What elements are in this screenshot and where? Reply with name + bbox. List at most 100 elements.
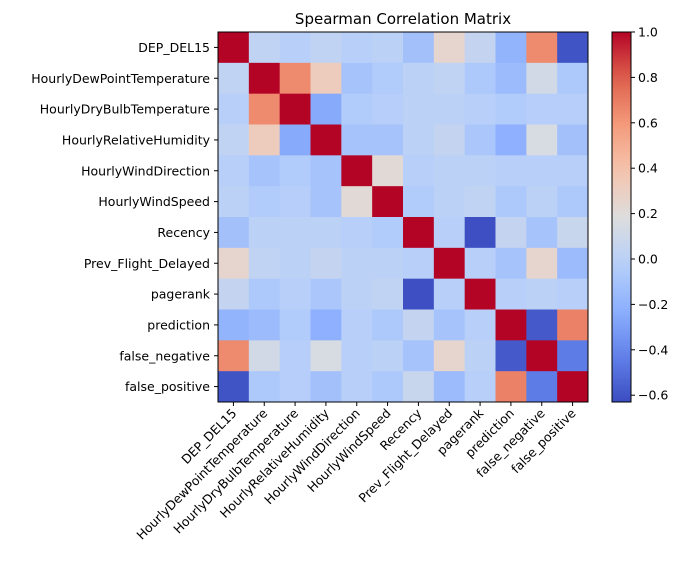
heatmap-cell: [248, 155, 281, 187]
heatmap-cell: [248, 247, 281, 280]
colorbar-tick-label: −0.6: [638, 388, 668, 403]
heatmap-cell: [218, 186, 250, 218]
heatmap-cell: [279, 340, 311, 372]
heatmap-cell: [372, 62, 404, 95]
heatmap-cell: [248, 309, 281, 341]
heatmap-cell: [279, 217, 311, 249]
heatmap-cell: [310, 278, 342, 310]
heatmap-cell: [526, 278, 558, 310]
heatmap-cell: [557, 371, 589, 403]
colorbar-tick-label: −0.4: [638, 342, 668, 357]
y-tick-label: false_positive: [125, 379, 210, 394]
heatmap-cell: [341, 186, 373, 218]
heatmap-cell: [279, 32, 311, 64]
heatmap-cell: [403, 371, 435, 403]
heatmap-cell: [341, 340, 373, 372]
heatmap-cell: [526, 155, 558, 187]
heatmap-cells: [218, 32, 589, 403]
heatmap-cell: [526, 217, 558, 249]
heatmap-cell: [341, 278, 373, 310]
heatmap-cell: [557, 217, 589, 249]
colorbar-tick-label: −0.2: [638, 297, 668, 312]
heatmap-cell: [372, 340, 404, 372]
heatmap-cell: [433, 371, 466, 403]
colorbar-tick-label: 1.0: [638, 25, 658, 40]
heatmap-cell: [218, 32, 250, 64]
heatmap-cell: [341, 62, 373, 95]
heatmap-cell: [403, 32, 435, 64]
heatmap-cell: [495, 62, 527, 95]
heatmap-cell: [495, 93, 527, 125]
heatmap-cell: [218, 217, 250, 249]
heatmap-cell: [248, 62, 281, 95]
y-tick-label: HourlyDewPointTemperature: [31, 71, 210, 86]
heatmap-cell: [310, 247, 342, 280]
y-tick-label: pagerank: [151, 287, 211, 302]
heatmap-cell: [279, 93, 311, 125]
heatmap-cell: [557, 247, 589, 280]
heatmap-cell: [248, 340, 281, 372]
chart-title: Spearman Correlation Matrix: [295, 10, 511, 28]
heatmap-cell: [310, 309, 342, 341]
y-tick-label: HourlyWindSpeed: [98, 194, 210, 209]
y-tick-label: HourlyRelativeHumidity: [62, 132, 211, 147]
heatmap-cell: [495, 217, 527, 249]
heatmap-cell: [526, 32, 558, 64]
heatmap-cell: [341, 217, 373, 249]
heatmap-cell: [218, 155, 250, 187]
heatmap-cell: [341, 93, 373, 125]
heatmap-cell: [433, 309, 466, 341]
heatmap-cell: [495, 124, 527, 156]
heatmap-cell: [403, 155, 435, 187]
y-tick-label: Prev_Flight_Delayed: [84, 256, 210, 271]
heatmap-cell: [433, 278, 466, 310]
heatmap-cell: [403, 217, 435, 249]
heatmap-cell: [279, 124, 311, 156]
heatmap-cell: [557, 62, 589, 95]
colorbar-tick-label: 0.2: [638, 206, 658, 221]
heatmap-cell: [433, 32, 466, 64]
heatmap-cell: [526, 340, 558, 372]
heatmap-cell: [526, 62, 558, 95]
heatmap-cell: [557, 124, 589, 156]
y-tick-label: false_negative: [119, 348, 210, 363]
heatmap-cell: [218, 93, 250, 125]
heatmap-cell: [310, 124, 342, 156]
colorbar-tick-label: 0.0: [638, 251, 658, 266]
heatmap-cell: [403, 124, 435, 156]
heatmap-cell: [279, 371, 311, 403]
heatmap-cell: [248, 32, 281, 64]
heatmap-cell: [310, 32, 342, 64]
heatmap-cell: [433, 124, 466, 156]
y-tick-label: HourlyWindDirection: [81, 163, 210, 178]
heatmap-cell: [248, 124, 281, 156]
heatmap-cell: [341, 371, 373, 403]
heatmap-cell: [310, 217, 342, 249]
heatmap-cell: [372, 217, 404, 249]
heatmap-cell: [372, 93, 404, 125]
heatmap-cell: [433, 247, 466, 280]
heatmap-cell: [218, 309, 250, 341]
heatmap-cell: [495, 340, 527, 372]
heatmap-cell: [464, 309, 496, 341]
heatmap-cell: [403, 309, 435, 341]
heatmap-frame: [217, 31, 589, 403]
heatmap-cell: [279, 155, 311, 187]
heatmap-cell: [526, 124, 558, 156]
heatmap-cell: [372, 309, 404, 341]
heatmap-cell: [248, 278, 281, 310]
heatmap-cell: [310, 186, 342, 218]
y-tick-labels: DEP_DEL15 HourlyDewPointTemperature Hourly…: [31, 40, 218, 394]
heatmap-cell: [403, 186, 435, 218]
heatmap-cell: [372, 371, 404, 403]
heatmap-cell: [248, 186, 281, 218]
heatmap-cell: [403, 278, 435, 310]
heatmap-cell: [495, 32, 527, 64]
heatmap-cell: [557, 340, 589, 372]
heatmap-cell: [433, 93, 466, 125]
heatmap-cell: [464, 155, 496, 187]
heatmap-cell: [464, 340, 496, 372]
y-tick-label: DEP_DEL15: [138, 40, 210, 55]
heatmap-cell: [372, 32, 404, 64]
